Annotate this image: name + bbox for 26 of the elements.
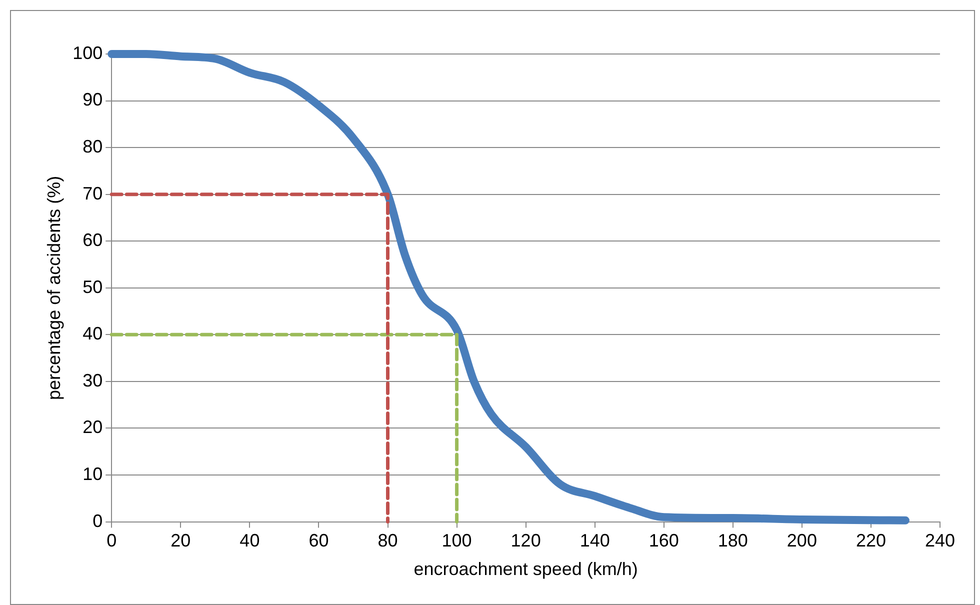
x-tick-label: 40 [240, 530, 260, 551]
y-tick-label: 90 [82, 90, 103, 110]
x-tick-label: 220 [856, 530, 886, 551]
x-tick-label: 0 [106, 530, 117, 551]
y-tick-label: 80 [82, 136, 103, 157]
y-tick-label: 50 [82, 276, 103, 297]
x-tick-label: 120 [510, 530, 541, 551]
x-tick-label: 160 [648, 530, 679, 551]
y-tick-label: 100 [72, 42, 103, 63]
y-tick-label: 70 [82, 183, 103, 204]
x-tick-label: 60 [308, 530, 329, 551]
x-tick-label: 140 [580, 530, 610, 551]
y-tick-label: 10 [82, 464, 103, 484]
x-tick-label: 200 [786, 530, 817, 551]
x-tick-label: 100 [442, 530, 472, 551]
y-tick-label: 40 [82, 324, 103, 344]
y-tick-label: 30 [82, 370, 103, 390]
x-axis-title: encroachment speed (km/h) [414, 559, 638, 580]
y-tick-label: 20 [82, 417, 103, 438]
y-tick-label: 0 [92, 510, 103, 531]
x-tick-label: 180 [718, 530, 748, 551]
x-tick-label: 240 [924, 530, 956, 551]
x-tick-label: 20 [170, 530, 191, 551]
y-tick-label: 60 [82, 230, 103, 250]
y-axis-title: percentage of accidents (%) [44, 176, 64, 400]
x-tick-label: 80 [378, 530, 398, 551]
